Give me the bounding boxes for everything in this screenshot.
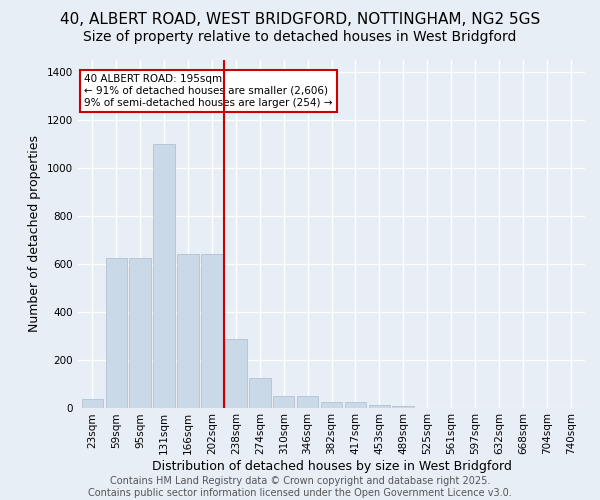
- Text: Size of property relative to detached houses in West Bridgford: Size of property relative to detached ho…: [83, 30, 517, 44]
- Bar: [201, 254, 223, 408]
- Bar: [392, 406, 414, 408]
- Bar: [130, 258, 151, 408]
- Bar: [249, 378, 271, 408]
- Bar: [154, 144, 175, 407]
- Bar: [106, 258, 127, 408]
- Bar: [82, 399, 103, 407]
- Bar: [321, 402, 342, 407]
- Bar: [225, 339, 247, 407]
- Bar: [177, 254, 199, 408]
- Text: 40 ALBERT ROAD: 195sqm
← 91% of detached houses are smaller (2,606)
9% of semi-d: 40 ALBERT ROAD: 195sqm ← 91% of detached…: [84, 74, 332, 108]
- Text: 40, ALBERT ROAD, WEST BRIDGFORD, NOTTINGHAM, NG2 5GS: 40, ALBERT ROAD, WEST BRIDGFORD, NOTTING…: [60, 12, 540, 28]
- Bar: [368, 405, 390, 407]
- X-axis label: Distribution of detached houses by size in West Bridgford: Distribution of detached houses by size …: [152, 460, 511, 473]
- Text: Contains public sector information licensed under the Open Government Licence v3: Contains public sector information licen…: [88, 488, 512, 498]
- Y-axis label: Number of detached properties: Number of detached properties: [28, 135, 41, 332]
- Text: Contains HM Land Registry data © Crown copyright and database right 2025.: Contains HM Land Registry data © Crown c…: [110, 476, 490, 486]
- Bar: [297, 396, 319, 407]
- Bar: [273, 396, 295, 407]
- Bar: [344, 402, 366, 407]
